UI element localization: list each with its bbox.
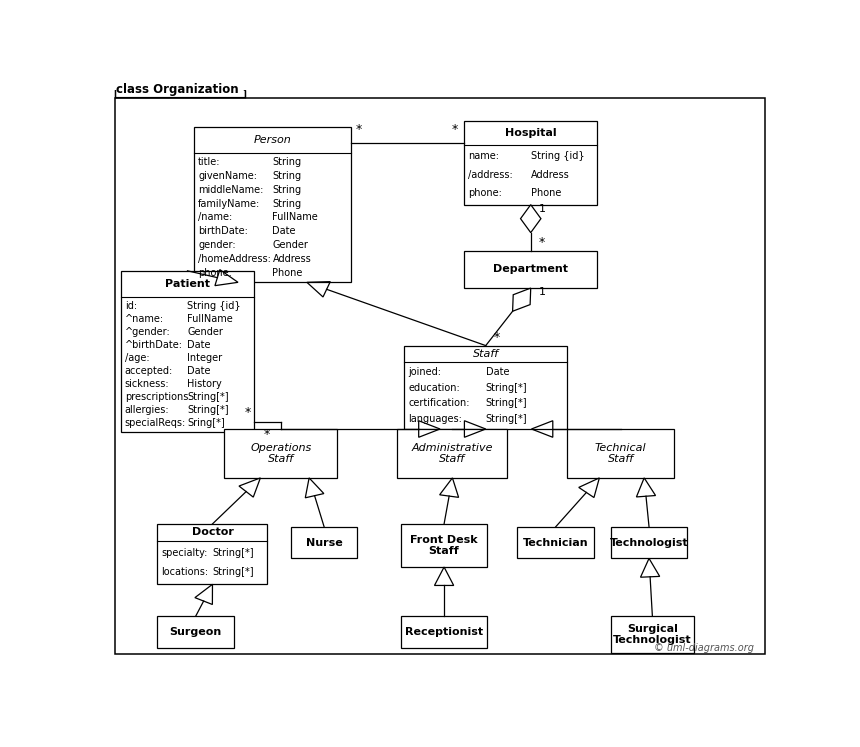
Bar	[611, 616, 694, 654]
Text: Technician: Technician	[523, 538, 588, 548]
Text: Technologist: Technologist	[610, 538, 688, 548]
Text: ^name:: ^name:	[125, 314, 164, 324]
Text: Front Desk
Staff: Front Desk Staff	[410, 535, 478, 557]
Text: Operations
Staff: Operations Staff	[250, 443, 311, 464]
Text: Address: Address	[531, 170, 569, 179]
Bar	[464, 121, 598, 205]
Text: locations:: locations:	[162, 567, 209, 577]
Text: FullName: FullName	[273, 212, 318, 223]
Text: class Organization: class Organization	[116, 83, 238, 96]
Text: Date: Date	[187, 366, 211, 376]
Text: String {id}: String {id}	[187, 301, 241, 311]
Text: /name:: /name:	[198, 212, 232, 223]
Text: String[*]: String[*]	[486, 398, 527, 409]
Bar	[611, 527, 687, 559]
Text: Surgeon: Surgeon	[169, 627, 222, 636]
Text: sickness:: sickness:	[125, 379, 169, 389]
Text: phone:: phone:	[468, 187, 502, 198]
Text: name:: name:	[468, 152, 499, 161]
Text: String: String	[273, 170, 302, 181]
Bar	[401, 524, 488, 567]
Text: *: *	[244, 406, 251, 419]
Bar	[464, 251, 598, 288]
Text: Sring[*]: Sring[*]	[187, 418, 225, 428]
Text: Gender: Gender	[187, 327, 224, 337]
Text: Nurse: Nurse	[306, 538, 342, 548]
Text: Phone: Phone	[273, 268, 303, 279]
Text: String[*]: String[*]	[187, 392, 229, 403]
Text: Integer: Integer	[187, 353, 223, 363]
Text: Hospital: Hospital	[505, 128, 556, 138]
Text: familyName:: familyName:	[198, 199, 261, 208]
Text: String {id}: String {id}	[531, 152, 584, 161]
Text: Patient: Patient	[165, 279, 210, 289]
Text: Technical
Staff: Technical Staff	[595, 443, 647, 464]
Text: *: *	[452, 123, 458, 136]
Bar	[224, 429, 337, 478]
Bar	[401, 616, 488, 648]
Bar	[404, 346, 568, 429]
Text: Doctor: Doctor	[192, 527, 233, 537]
Text: *: *	[538, 236, 545, 249]
Text: *: *	[264, 427, 270, 441]
Text: Person: Person	[254, 135, 292, 145]
Bar	[157, 524, 267, 584]
Text: Staff: Staff	[473, 349, 499, 359]
Text: Surgical
Technologist: Surgical Technologist	[613, 624, 691, 645]
Text: String: String	[273, 199, 302, 208]
Text: ^birthDate:: ^birthDate:	[125, 340, 183, 350]
Text: languages:: languages:	[408, 414, 462, 424]
Text: Date: Date	[486, 368, 509, 377]
Text: Receptionist: Receptionist	[405, 627, 483, 636]
Text: String: String	[273, 185, 302, 195]
Text: History: History	[187, 379, 222, 389]
Text: String[*]: String[*]	[486, 383, 527, 393]
Text: specialReqs:: specialReqs:	[125, 418, 186, 428]
Text: specialty:: specialty:	[162, 548, 208, 558]
Text: givenName:: givenName:	[198, 170, 257, 181]
Text: title:: title:	[198, 157, 221, 167]
Bar	[194, 127, 351, 282]
Text: String: String	[273, 157, 302, 167]
Text: Gender: Gender	[273, 241, 309, 250]
Text: Administrative
Staff: Administrative Staff	[412, 443, 493, 464]
Text: prescriptions:: prescriptions:	[125, 392, 192, 403]
Bar	[157, 616, 234, 648]
Bar	[291, 527, 358, 559]
Text: Date: Date	[273, 226, 296, 237]
Text: joined:: joined:	[408, 368, 441, 377]
Text: birthDate:: birthDate:	[198, 226, 248, 237]
Text: String[*]: String[*]	[486, 414, 527, 424]
Text: middleName:: middleName:	[198, 185, 263, 195]
Text: gender:: gender:	[198, 241, 236, 250]
Text: © uml-diagrams.org: © uml-diagrams.org	[654, 642, 754, 653]
Bar	[397, 429, 507, 478]
Text: Department: Department	[494, 264, 568, 274]
Text: ^gender:: ^gender:	[125, 327, 170, 337]
Text: String[*]: String[*]	[187, 406, 229, 415]
Text: FullName: FullName	[187, 314, 233, 324]
Text: *: *	[356, 123, 362, 136]
Text: /address:: /address:	[468, 170, 513, 179]
Text: education:: education:	[408, 383, 460, 393]
Text: id:: id:	[125, 301, 137, 311]
Text: Address: Address	[273, 254, 311, 264]
Text: *: *	[494, 331, 500, 344]
Text: String[*]: String[*]	[212, 567, 254, 577]
Text: /age:: /age:	[125, 353, 150, 363]
Text: String[*]: String[*]	[212, 548, 254, 558]
Text: accepted:: accepted:	[125, 366, 173, 376]
Text: Date: Date	[187, 340, 211, 350]
Bar	[518, 527, 594, 559]
Text: allergies:: allergies:	[125, 406, 169, 415]
Bar	[568, 429, 674, 478]
Text: phone:: phone:	[198, 268, 232, 279]
Text: certification:: certification:	[408, 398, 470, 409]
Text: 1: 1	[538, 287, 546, 297]
Bar	[120, 271, 255, 432]
Text: /homeAddress:: /homeAddress:	[198, 254, 271, 264]
Text: 1: 1	[538, 204, 546, 214]
Text: Phone: Phone	[531, 187, 561, 198]
